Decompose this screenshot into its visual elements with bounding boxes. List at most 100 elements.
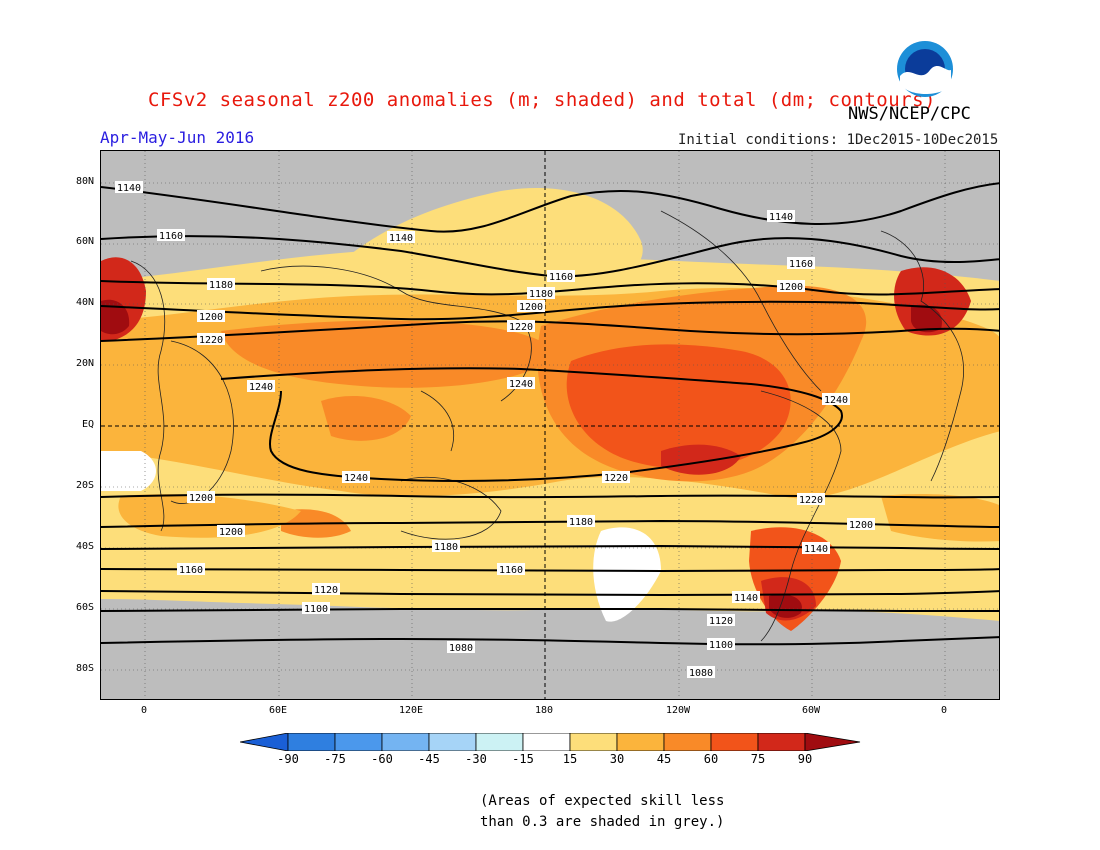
lat-label-60n: 60N xyxy=(75,236,94,247)
svg-text:1200: 1200 xyxy=(519,302,543,313)
svg-text:1160: 1160 xyxy=(549,272,573,283)
lat-label-eq: EQ xyxy=(81,419,94,430)
colorbar-label: -75 xyxy=(324,752,346,766)
initial-conditions-label: Initial conditions: 1Dec2015-10Dec2015 xyxy=(678,132,999,148)
svg-text:1080: 1080 xyxy=(449,643,473,654)
contour-label: 1080 xyxy=(447,641,475,654)
svg-text:1240: 1240 xyxy=(824,395,848,406)
contour-label: 1160 xyxy=(547,270,575,283)
noaa-logo-icon xyxy=(897,41,953,97)
svg-text:1160: 1160 xyxy=(789,259,813,270)
svg-text:1140: 1140 xyxy=(389,233,413,244)
lon-label-180: 180 xyxy=(534,705,554,716)
colorbar-label: 90 xyxy=(797,752,813,766)
svg-text:1180: 1180 xyxy=(434,542,458,553)
svg-text:1200: 1200 xyxy=(849,520,873,531)
contour-label: 1180 xyxy=(432,540,460,553)
svg-text:1160: 1160 xyxy=(179,565,203,576)
svg-text:1200: 1200 xyxy=(189,493,213,504)
skill-footnote: (Areas of expected skill less than 0.3 a… xyxy=(480,791,724,833)
contour-label: 1180 xyxy=(207,278,235,291)
svg-text:1200: 1200 xyxy=(219,527,243,538)
contour-label: 1100 xyxy=(707,638,735,651)
contour-label: 1180 xyxy=(527,287,555,300)
lat-label-80s: 80S xyxy=(75,663,94,674)
footnote-line-1: (Areas of expected skill less xyxy=(480,793,725,809)
agency-label: NWS/NCEP/CPC xyxy=(848,104,971,124)
contour-label: 1200 xyxy=(187,491,215,504)
contour-label: 1140 xyxy=(115,181,143,194)
contour-label: 1220 xyxy=(197,333,225,346)
lon-label-0: 0 xyxy=(140,705,148,716)
colorbar-label: 15 xyxy=(562,752,578,766)
contour-label: 1200 xyxy=(777,280,805,293)
season-label: Apr-May-Jun 2016 xyxy=(100,128,255,147)
contour-label: 1140 xyxy=(732,591,760,604)
colorbar-label: 75 xyxy=(750,752,766,766)
svg-text:1100: 1100 xyxy=(304,604,328,615)
contour-label: 1200 xyxy=(847,518,875,531)
contour-label: 1220 xyxy=(797,493,825,506)
contour-label: 1200 xyxy=(197,310,225,323)
svg-text:1220: 1220 xyxy=(604,473,628,484)
svg-text:1160: 1160 xyxy=(499,565,523,576)
contour-label: 1160 xyxy=(787,257,815,270)
footnote-line-2: than 0.3 are shaded in grey.) xyxy=(480,814,725,830)
lon-label-60w: 60W xyxy=(801,705,821,716)
svg-text:1080: 1080 xyxy=(689,668,713,679)
map-panel: 1140 1140 1140 1160 1160 1160 1180 1180 1200 1200… xyxy=(100,150,1000,700)
lon-label-120e: 120E xyxy=(398,705,424,716)
contour-label: 1240 xyxy=(822,393,850,406)
svg-text:1120: 1120 xyxy=(314,585,338,596)
svg-text:1240: 1240 xyxy=(509,379,533,390)
contour-label: 1140 xyxy=(802,542,830,555)
lat-label-20s: 20S xyxy=(75,480,94,491)
contour-label: 1140 xyxy=(387,231,415,244)
contour-label: 1080 xyxy=(687,666,715,679)
lon-label-0-right: 0 xyxy=(940,705,948,716)
svg-text:1180: 1180 xyxy=(209,280,233,291)
contour-label: 1160 xyxy=(177,563,205,576)
colorbar-label: -60 xyxy=(371,752,393,766)
svg-text:1220: 1220 xyxy=(199,335,223,346)
svg-text:1100: 1100 xyxy=(709,640,733,651)
svg-text:1140: 1140 xyxy=(117,183,141,194)
contour-label: 1200 xyxy=(517,300,545,313)
svg-text:1220: 1220 xyxy=(799,495,823,506)
svg-text:1140: 1140 xyxy=(804,544,828,555)
contour-label: 1220 xyxy=(507,320,535,333)
svg-text:1140: 1140 xyxy=(769,212,793,223)
lon-label-60e: 60E xyxy=(268,705,288,716)
svg-text:1160: 1160 xyxy=(159,231,183,242)
chart-title: CFSv2 seasonal z200 anomalies (m; shaded… xyxy=(148,89,936,111)
lat-label-40s: 40S xyxy=(75,541,94,552)
contour-label: 1160 xyxy=(157,229,185,242)
lat-label-80n: 80N xyxy=(75,176,94,187)
svg-text:1120: 1120 xyxy=(709,616,733,627)
lat-label-40n: 40N xyxy=(75,297,94,308)
lat-label-60s: 60S xyxy=(75,602,94,613)
svg-text:1200: 1200 xyxy=(199,312,223,323)
contour-label: 1180 xyxy=(567,515,595,528)
contour-label: 1240 xyxy=(247,380,275,393)
contour-label: 1220 xyxy=(602,471,630,484)
colorbar-label: -30 xyxy=(465,752,487,766)
svg-text:1180: 1180 xyxy=(569,517,593,528)
contour-label: 1240 xyxy=(507,377,535,390)
contour-label: 1120 xyxy=(707,614,735,627)
contour-label: 1140 xyxy=(767,210,795,223)
anomaly-map: 1140 1140 1140 1160 1160 1160 1180 1180 1200 1200… xyxy=(101,151,999,699)
colorbar-label: 60 xyxy=(703,752,719,766)
lon-label-120w: 120W xyxy=(665,705,691,716)
colorbar-label: -90 xyxy=(277,752,299,766)
svg-text:1200: 1200 xyxy=(779,282,803,293)
colorbar-label: -15 xyxy=(512,752,534,766)
svg-text:1140: 1140 xyxy=(734,593,758,604)
colorbar xyxy=(240,733,861,751)
contour-label: 1240 xyxy=(342,471,370,484)
colorbar-label: 45 xyxy=(656,752,672,766)
svg-text:1240: 1240 xyxy=(249,382,273,393)
svg-text:1180: 1180 xyxy=(529,289,553,300)
colorbar-label: -45 xyxy=(418,752,440,766)
svg-text:1220: 1220 xyxy=(509,322,533,333)
